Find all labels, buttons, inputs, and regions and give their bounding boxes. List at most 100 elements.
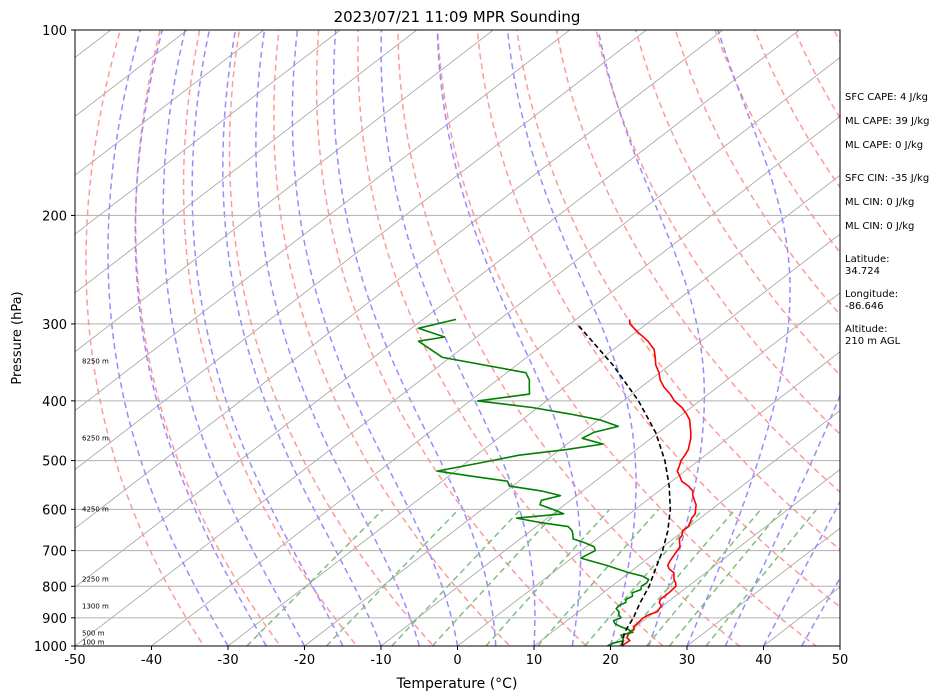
y-tick-label: 200: [42, 209, 67, 224]
mixing-ratio-line: [705, 508, 818, 646]
height-label: 1300 m: [82, 602, 109, 610]
x-tick-label: -20: [294, 653, 315, 668]
moist-adiabat-line: [222, 30, 382, 646]
isotherm-line: [609, 468, 840, 646]
moist-adiabat-line: [107, 30, 229, 646]
isotherm-line: [303, 233, 840, 646]
isotherm-line: [75, 30, 724, 529]
dry-adiabat-line: [134, 30, 282, 646]
sfc-cape-label: SFC CAPE: 4 J/kg: [845, 92, 928, 103]
dry-adiabat-line: [273, 30, 511, 646]
isotherm-line: [227, 174, 840, 646]
y-tick-label: 400: [42, 395, 67, 410]
height-label: 100 m: [82, 638, 105, 646]
isotherm-line: [75, 30, 571, 412]
chart-title: 2023/07/21 11:09 MPR Sounding: [334, 8, 581, 26]
isotherm-line: [686, 527, 840, 646]
isotherm-line: [75, 57, 840, 646]
dewpoint-trace: [417, 318, 650, 646]
x-axis-label: Temperature (°C): [396, 676, 518, 692]
x-tick-label: -40: [141, 653, 162, 668]
y-tick-label: 300: [42, 318, 67, 333]
x-tick-label: 10: [526, 653, 543, 668]
mixing-ratio-line: [246, 508, 384, 646]
ml-cin-label: ML CIN: 0 J/kg: [845, 197, 915, 208]
dry-adiabat-line: [516, 30, 840, 551]
isotherm-line: [75, 30, 647, 470]
moist-adiabat-line: [506, 30, 637, 646]
dry-adiabat-line: [85, 30, 205, 646]
x-tick-label: 0: [453, 653, 461, 668]
moist-adiabat-line: [436, 30, 582, 646]
height-label: 2250 m: [82, 576, 109, 584]
sounding-traces: [417, 318, 697, 646]
dry-adiabat-line: [476, 30, 840, 608]
dry-adiabat-line: [357, 30, 665, 646]
y-tick-label: 700: [42, 545, 67, 560]
y-axis: 1000 900 800 700 600 500 400 300 200 100: [34, 24, 75, 655]
longitude-label: Longitude:: [845, 289, 899, 300]
moist-adiabat-line: [332, 30, 497, 646]
parcel-path-trace: [576, 323, 672, 646]
mixing-ratio-line: [668, 508, 783, 646]
latitude-value: 34.724: [845, 266, 880, 277]
longitude-value: -86.646: [845, 301, 884, 312]
y-tick-label: 1000: [34, 640, 67, 655]
moist-adiabat-line: [597, 30, 706, 646]
x-tick-label: 30: [679, 653, 696, 668]
height-label: 8250 m: [82, 357, 109, 365]
dry-adiabat-line: [315, 30, 588, 646]
x-tick-label: -30: [217, 653, 238, 668]
y-tick-label: 900: [42, 612, 67, 627]
isotherm-line: [75, 30, 188, 117]
isotherm-line: [75, 30, 494, 353]
dry-adiabat-line: [228, 30, 435, 646]
moist-adiabat-line: [291, 30, 459, 646]
sounding-info-panel: SFC CAPE: 4 J/kg ML CAPE: 39 J/kg ML CAP…: [845, 92, 929, 348]
isotherm-line: [75, 30, 265, 176]
x-tick-label: 20: [602, 653, 619, 668]
x-tick-label: -10: [370, 653, 391, 668]
moist-adiabat-line: [686, 30, 791, 646]
isotherm-line: [75, 30, 341, 235]
moist-adiabat-line: [255, 30, 421, 646]
isotherm-line: [380, 292, 840, 646]
moist-adiabat-line: [191, 30, 344, 646]
height-label: 500 m: [82, 630, 105, 638]
latitude-label: Latitude:: [845, 254, 890, 265]
sfc-cin-label: SFC CIN: -35 J/kg: [845, 173, 930, 184]
mixing-ratio-line: [537, 508, 660, 646]
y-tick-label: 500: [42, 455, 67, 470]
mixing-ratio-line: [584, 508, 704, 646]
moist-adiabat-line: [162, 30, 306, 646]
temperature-trace: [621, 319, 697, 646]
isotherm-line: [456, 351, 840, 646]
moist-adiabat-line: [380, 30, 536, 646]
altitude-value: 210 m AGL: [845, 336, 901, 347]
x-tick-label: 50: [832, 653, 849, 668]
height-label: 4250 m: [82, 505, 109, 513]
isotherm-line: [533, 410, 840, 646]
x-tick-label: 40: [755, 653, 772, 668]
background-lines: [75, 2, 948, 659]
mixing-ratio-line: [485, 508, 611, 646]
x-axis: -50 -40 -30 -20 -10 0 10 20 30 40 50: [64, 646, 848, 668]
mixing-ratio-line: [431, 508, 560, 646]
altitude-label: Altitude:: [845, 324, 888, 335]
height-label: 6250 m: [82, 434, 109, 442]
y-tick-label: 800: [42, 580, 67, 595]
ml-cin-label-2: ML CIN: 0 J/kg: [845, 221, 915, 232]
ml-cape-label-2: ML CAPE: 0 J/kg: [845, 140, 924, 151]
dry-adiabat-line: [937, 2, 948, 659]
x-tick-label: -50: [64, 653, 85, 668]
isotherm-line: [75, 30, 418, 294]
mixing-ratio-line: [618, 508, 736, 646]
y-axis-label: Pressure (hPa): [10, 291, 25, 384]
dry-adiabat-line: [436, 30, 818, 646]
y-tick-label: 600: [42, 503, 67, 518]
mixing-ratio-line: [646, 508, 762, 646]
y-tick-label: 100: [42, 24, 67, 39]
isotherm-line: [150, 115, 840, 646]
